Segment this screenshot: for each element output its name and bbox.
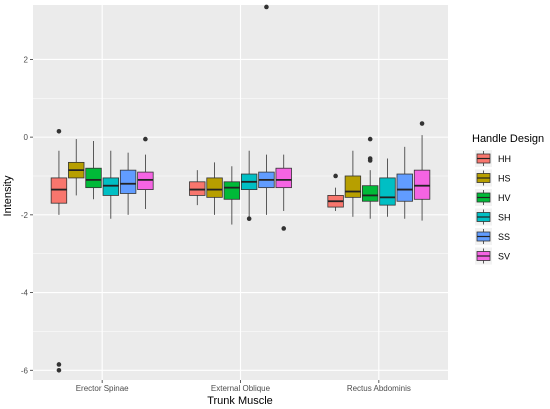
- box-sh: [379, 177, 396, 206]
- outlier-point: [367, 136, 373, 142]
- x-tick-label: External Oblique: [211, 384, 271, 393]
- box-sh: [102, 177, 119, 196]
- outlier-point: [56, 362, 62, 367]
- y-tick-label: -6: [21, 366, 29, 375]
- box-hs: [344, 175, 362, 198]
- outlier-point: [367, 158, 373, 163]
- outlier-point: [56, 128, 62, 134]
- legend-label: SH: [498, 213, 511, 223]
- legend-label: HS: [498, 174, 511, 184]
- box-ss: [119, 169, 137, 194]
- outlier-point: [281, 226, 287, 231]
- box-hh: [50, 177, 68, 204]
- x-axis-title: Trunk Muscle: [207, 395, 273, 407]
- legend-label: SS: [498, 232, 510, 242]
- box-hv: [223, 181, 241, 200]
- outlier-point: [143, 136, 148, 142]
- outlier-point: [333, 173, 338, 179]
- legend: Handle Design HH HS HV SH SS SV: [472, 133, 544, 265]
- outlier-point: [264, 4, 269, 10]
- y-tick-label: 0: [24, 133, 29, 142]
- box-sv: [137, 171, 154, 190]
- y-tick-label: -2: [21, 211, 29, 220]
- legend-title: Handle Design: [472, 133, 544, 145]
- box-sv: [275, 167, 292, 189]
- box-hv: [85, 167, 102, 189]
- outlier-point: [56, 367, 62, 373]
- box-hv: [362, 185, 379, 202]
- box-sv: [413, 169, 431, 200]
- box-hs: [206, 177, 223, 198]
- box-ss: [396, 173, 413, 202]
- y-tick-label: -4: [21, 289, 29, 298]
- box-hh: [189, 181, 206, 196]
- x-tick-label: Rectus Abdominis: [347, 384, 411, 393]
- outlier-point: [419, 121, 425, 126]
- legend-label: SV: [498, 252, 510, 262]
- axes: Trunk Muscle Intensity 2 0 -2 -4 -6 Erector S…: [2, 55, 411, 407]
- plot-panel: [33, 5, 448, 380]
- y-axis-title: Intensity: [2, 175, 14, 216]
- x-tick-label: Erector Spinae: [76, 384, 129, 393]
- legend-label: HH: [498, 154, 511, 164]
- y-tick-label: 2: [24, 55, 29, 64]
- legend-label: HV: [498, 193, 511, 203]
- outlier-point: [246, 216, 252, 222]
- box-marks: [50, 4, 431, 373]
